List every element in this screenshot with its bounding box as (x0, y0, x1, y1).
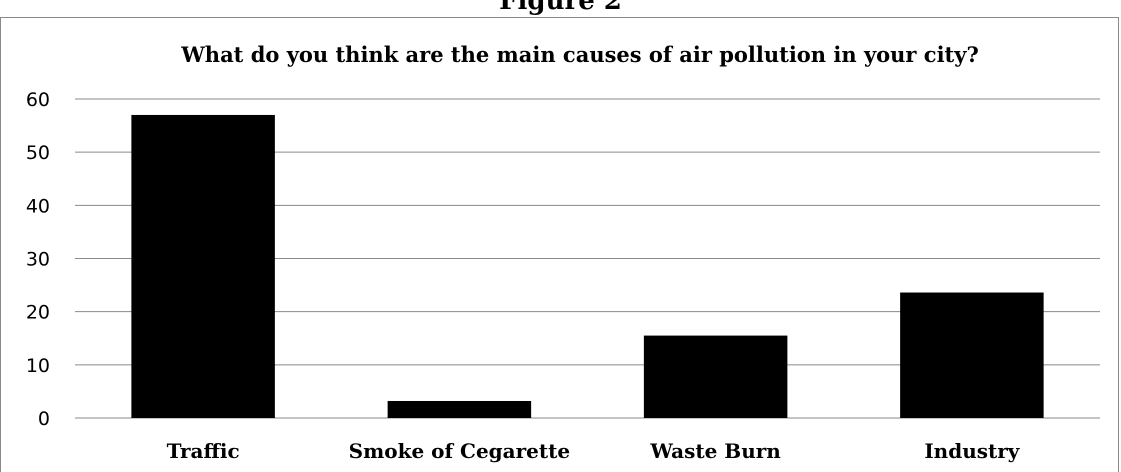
bar-smoke-of-cegarette (387, 400, 532, 418)
y-tick-label: 60 (26, 89, 50, 111)
x-category-label: Traffic (167, 439, 240, 463)
y-tick-label: 20 (26, 302, 50, 324)
x-category-label: Industry (924, 439, 1020, 463)
bars (131, 114, 1044, 418)
figure-caption: Figure 2 (499, 0, 622, 16)
y-tick-label: 0 (38, 408, 50, 430)
y-axis-tick-labels: 0 10 20 30 40 50 60 (26, 89, 50, 430)
y-tick-label: 10 (26, 355, 50, 377)
y-tick-label: 50 (26, 142, 50, 164)
bar-waste-burn (643, 335, 788, 418)
y-tick-label: 30 (26, 249, 50, 271)
chart-title: What do you think are the main causes of… (180, 42, 979, 67)
bar-industry (900, 292, 1044, 418)
bar-traffic (131, 114, 275, 418)
y-tick-label: 40 (26, 195, 50, 217)
x-category-label: Smoke of Cegarette (349, 439, 570, 463)
x-category-label: Waste Burn (649, 439, 781, 463)
x-axis-category-labels: Traffic Smoke of Cegarette Waste Burn Indus… (167, 439, 1021, 463)
